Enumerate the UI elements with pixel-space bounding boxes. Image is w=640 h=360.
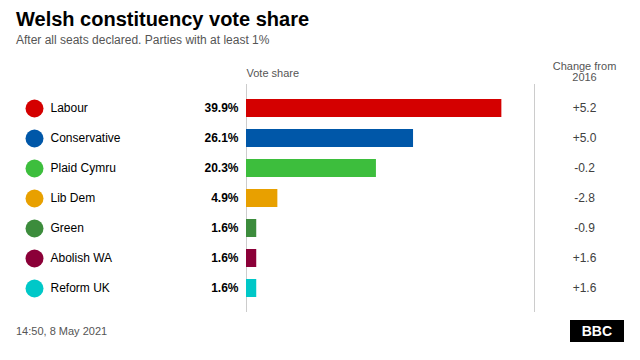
svg-text:26.1%: 26.1% bbox=[204, 131, 238, 145]
svg-text:Lib Dem: Lib Dem bbox=[51, 191, 96, 205]
svg-text:Reform UK: Reform UK bbox=[51, 281, 110, 295]
html-text:After all seats declared. Part: After all seats declared. Parties with a… bbox=[16, 33, 270, 47]
svg-text:Green: Green bbox=[51, 221, 84, 235]
svg-text:-2.8: -2.8 bbox=[574, 191, 595, 205]
svg-text:Change from2016: Change from2016 bbox=[553, 60, 617, 83]
svg-text:39.9%: 39.9% bbox=[204, 101, 238, 115]
svg-text:+1.6: +1.6 bbox=[573, 281, 597, 295]
html-text:BBC: BBC bbox=[581, 323, 612, 339]
svg-text:Vote share: Vote share bbox=[247, 67, 300, 79]
svg-text:4.9%: 4.9% bbox=[211, 191, 239, 205]
svg-text:1.6%: 1.6% bbox=[211, 221, 239, 235]
svg-text:-0.9: -0.9 bbox=[574, 221, 595, 235]
svg-text:+5.2: +5.2 bbox=[573, 101, 597, 115]
svg-text:1.6%: 1.6% bbox=[211, 281, 239, 295]
svg-text:Labour: Labour bbox=[51, 101, 88, 115]
svg-text:Abolish WA: Abolish WA bbox=[51, 251, 113, 265]
svg-text:Conservative: Conservative bbox=[51, 131, 121, 145]
svg-text:+5.0: +5.0 bbox=[573, 131, 597, 145]
svg-text:1.6%: 1.6% bbox=[211, 251, 239, 265]
svg-text:-0.2: -0.2 bbox=[574, 161, 595, 175]
html-text:Welsh constituency vote share: Welsh constituency vote share bbox=[16, 8, 310, 30]
html-text:14:50, 8 May 2021: 14:50, 8 May 2021 bbox=[16, 325, 108, 337]
svg-text:Plaid Cymru: Plaid Cymru bbox=[51, 161, 116, 175]
svg-text:+1.6: +1.6 bbox=[573, 251, 597, 265]
svg-text:20.3%: 20.3% bbox=[204, 161, 238, 175]
